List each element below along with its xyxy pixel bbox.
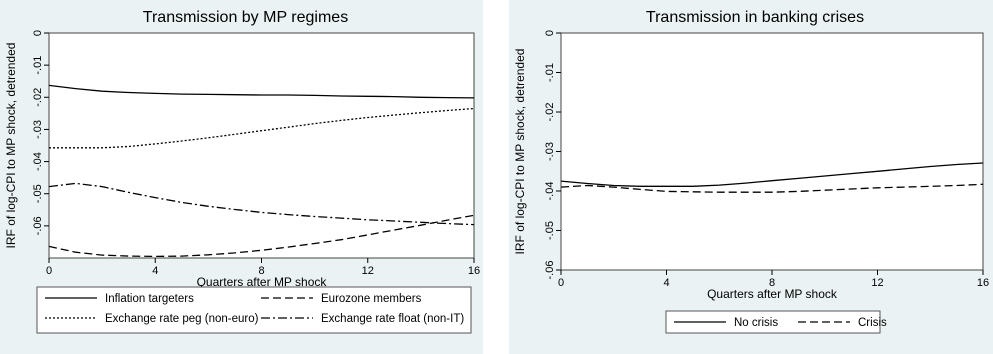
y-tick-label: -.06 bbox=[544, 261, 556, 280]
x-tick-label: 16 bbox=[468, 265, 480, 277]
y-tick-label: -.02 bbox=[544, 103, 556, 122]
x-tick-label: 4 bbox=[663, 277, 669, 289]
legend-label-1: Eurozone members bbox=[321, 293, 422, 305]
x-tick-label: 0 bbox=[46, 265, 52, 277]
x-tick-label: 12 bbox=[362, 265, 374, 277]
legend-box bbox=[665, 310, 881, 334]
series-line-2 bbox=[49, 107, 475, 149]
y-tick-label: -.05 bbox=[544, 221, 556, 240]
y-tick-label: -.04 bbox=[544, 182, 556, 201]
x-tick-label: 8 bbox=[769, 277, 775, 289]
y-tick-label: -.04 bbox=[32, 152, 44, 171]
legend-box bbox=[36, 286, 472, 334]
y-axis-label: IRF of log-CPI to MP shock, detrended bbox=[4, 43, 18, 249]
plot-area bbox=[48, 32, 475, 259]
y-tick-label: -.01 bbox=[544, 63, 556, 82]
y-tick-label: -.06 bbox=[32, 216, 44, 235]
y-tick-label: -.05 bbox=[32, 184, 44, 203]
x-tick-label: 12 bbox=[871, 277, 883, 289]
chart-panel-regimes: Transmission by MP regimes 0 4 8 12 16 0 -.01 -.… bbox=[0, 0, 483, 354]
legend-label-2: Exchange rate peg (non-euro) bbox=[105, 313, 259, 325]
regimes-chart: Transmission by MP regimes 0 4 8 12 16 0 -.01 -.… bbox=[4, 9, 480, 334]
legend-label-0: No crisis bbox=[734, 317, 778, 329]
chart-title: Transmission by MP regimes bbox=[143, 9, 348, 26]
x-axis-label: Quarters after MP shock bbox=[707, 287, 838, 301]
x-tick-label: 16 bbox=[977, 277, 989, 289]
legend-label-0: Inflation targeters bbox=[105, 293, 194, 305]
y-tick-label: -.01 bbox=[32, 56, 44, 75]
series-line-3 bbox=[48, 182, 475, 226]
y-tick-label: -.03 bbox=[32, 120, 44, 139]
x-tick-label: 0 bbox=[558, 277, 564, 289]
y-tick-label: 0 bbox=[32, 30, 44, 36]
chart-title: Transmission in banking crises bbox=[646, 9, 864, 26]
series-line-0 bbox=[48, 84, 475, 99]
legend-label-1: Crisis bbox=[858, 317, 887, 329]
x-tick-label: 8 bbox=[258, 265, 264, 277]
plot-area bbox=[560, 32, 984, 271]
y-tick-label: 0 bbox=[544, 30, 556, 36]
series-line-1 bbox=[560, 183, 984, 193]
x-tick-label: 4 bbox=[152, 265, 158, 277]
x-axis-label: Quarters after MP shock bbox=[197, 275, 328, 289]
series-line-0 bbox=[560, 162, 984, 187]
y-tick-label: -.02 bbox=[32, 88, 44, 107]
y-tick-label: -.03 bbox=[544, 142, 556, 161]
y-axis-label: IRF of log-CPI to MP shock, detrended bbox=[513, 49, 527, 255]
chart-panel-crises: Transmission in banking crises 0 4 8 12 16 0 -.… bbox=[509, 0, 993, 354]
legend-label-3: Exchange rate float (non-IT) bbox=[321, 313, 464, 325]
